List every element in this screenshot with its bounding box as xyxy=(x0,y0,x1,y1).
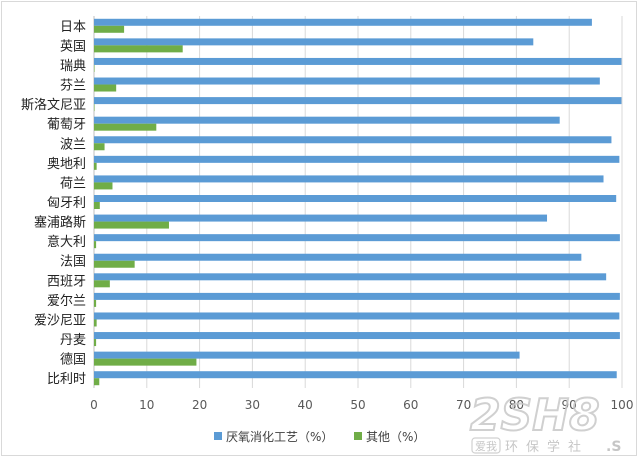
watermark-badge: 爱我 xyxy=(475,440,497,453)
watermark-badge-box xyxy=(471,437,501,454)
bar-series2 xyxy=(94,202,100,209)
category-label: 荷兰 xyxy=(60,176,86,191)
bar-series1 xyxy=(94,175,604,183)
bar-series1 xyxy=(94,214,548,222)
bar-series1 xyxy=(94,38,534,46)
category-label: 斯洛文尼亚 xyxy=(21,98,86,113)
x-tick-label: 0 xyxy=(90,398,98,412)
bar-series1 xyxy=(94,312,620,320)
bar-series2 xyxy=(94,162,97,170)
legend: 厌氧消化工艺（%） 其他（%） xyxy=(214,430,425,444)
category-label: 匈牙利 xyxy=(47,196,86,211)
category-label: 芬兰 xyxy=(60,79,86,94)
x-tick-labels: 0 10 20 30 40 50 60 70 80 90 100 xyxy=(90,398,633,412)
category-label: 奥地利 xyxy=(47,157,86,172)
watermark-logo: 2SH8 爱我 环保学社 .S xyxy=(469,389,621,455)
x-tick-label: 20 xyxy=(192,398,207,412)
bar-series2 xyxy=(94,358,197,366)
category-label: 塞浦路斯 xyxy=(34,215,86,231)
bar-series2 xyxy=(94,25,125,33)
legend-label-series1: 厌氧消化工艺（%） xyxy=(226,430,333,444)
bar-series1 xyxy=(94,116,560,124)
bar-series2 xyxy=(94,299,97,307)
category-label: 西班牙 xyxy=(47,274,86,289)
bar-series2 xyxy=(94,339,97,347)
bar-series1 xyxy=(94,332,620,340)
bar-series1 xyxy=(94,292,620,300)
bar-series1 xyxy=(94,195,617,202)
bar-series2 xyxy=(94,182,113,190)
x-tick-label: 40 xyxy=(298,398,313,412)
bar-series1 xyxy=(94,273,607,281)
x-tick-label: 80 xyxy=(509,398,524,412)
bar-series2 xyxy=(94,221,169,229)
bar-series1 xyxy=(94,371,617,379)
category-label: 意大利 xyxy=(47,234,86,250)
category-label: 法国 xyxy=(60,255,86,270)
watermark-logo-text: 2SH8 xyxy=(470,390,600,441)
category-labels: 日本英国瑞典芬兰斯洛文尼亚葡萄牙波兰奥地利荷兰匈牙利塞浦路斯意大利法国西班牙爱尔… xyxy=(21,20,86,387)
x-tick-label: 60 xyxy=(403,398,418,412)
bar-series2 xyxy=(94,123,157,131)
category-label: 英国 xyxy=(60,39,86,54)
bar-series1 xyxy=(94,136,612,144)
x-tick-label: 90 xyxy=(562,398,577,412)
x-tick-label: 30 xyxy=(245,398,260,412)
bar-series1 xyxy=(94,57,622,65)
x-tick-label: 50 xyxy=(350,398,365,412)
bar-series1 xyxy=(94,155,620,163)
bar-series2 xyxy=(94,104,95,112)
category-label: 瑞典 xyxy=(60,59,86,74)
bar-series1 xyxy=(94,97,622,105)
category-label: 爱沙尼亚 xyxy=(34,313,86,328)
bar-series2 xyxy=(94,64,95,72)
category-label: 波兰 xyxy=(60,137,86,152)
category-label: 比利时 xyxy=(47,372,86,387)
bar-series2 xyxy=(94,378,100,386)
bar-series1 xyxy=(94,253,582,261)
bar-series2 xyxy=(94,84,117,92)
bar-series2 xyxy=(94,260,135,268)
bar-series2 xyxy=(94,319,97,327)
bar-series1 xyxy=(94,77,600,85)
category-label: 葡萄牙 xyxy=(47,118,86,133)
legend-label-series2: 其他（%） xyxy=(366,430,425,444)
bars xyxy=(94,18,622,386)
legend-swatch-series2 xyxy=(354,432,362,440)
bar-series1 xyxy=(94,351,520,359)
category-label: 爱尔兰 xyxy=(47,294,86,309)
watermark-text: 环保学社 xyxy=(505,439,589,455)
x-tick-label: 10 xyxy=(139,398,154,412)
bar-series2 xyxy=(94,45,183,53)
bar-series1 xyxy=(94,18,592,26)
category-label: 德国 xyxy=(60,353,86,368)
legend-swatch-series1 xyxy=(214,432,222,440)
watermark-suffix: .S xyxy=(606,439,621,455)
category-label: 丹麦 xyxy=(60,333,86,348)
bar-series2 xyxy=(94,280,110,288)
bar-series2 xyxy=(94,241,97,249)
bar-series2 xyxy=(94,143,105,151)
bar-series1 xyxy=(94,234,620,242)
x-tick-label: 70 xyxy=(456,398,471,412)
category-label: 日本 xyxy=(60,20,86,35)
x-tick-label: 100 xyxy=(611,398,634,412)
